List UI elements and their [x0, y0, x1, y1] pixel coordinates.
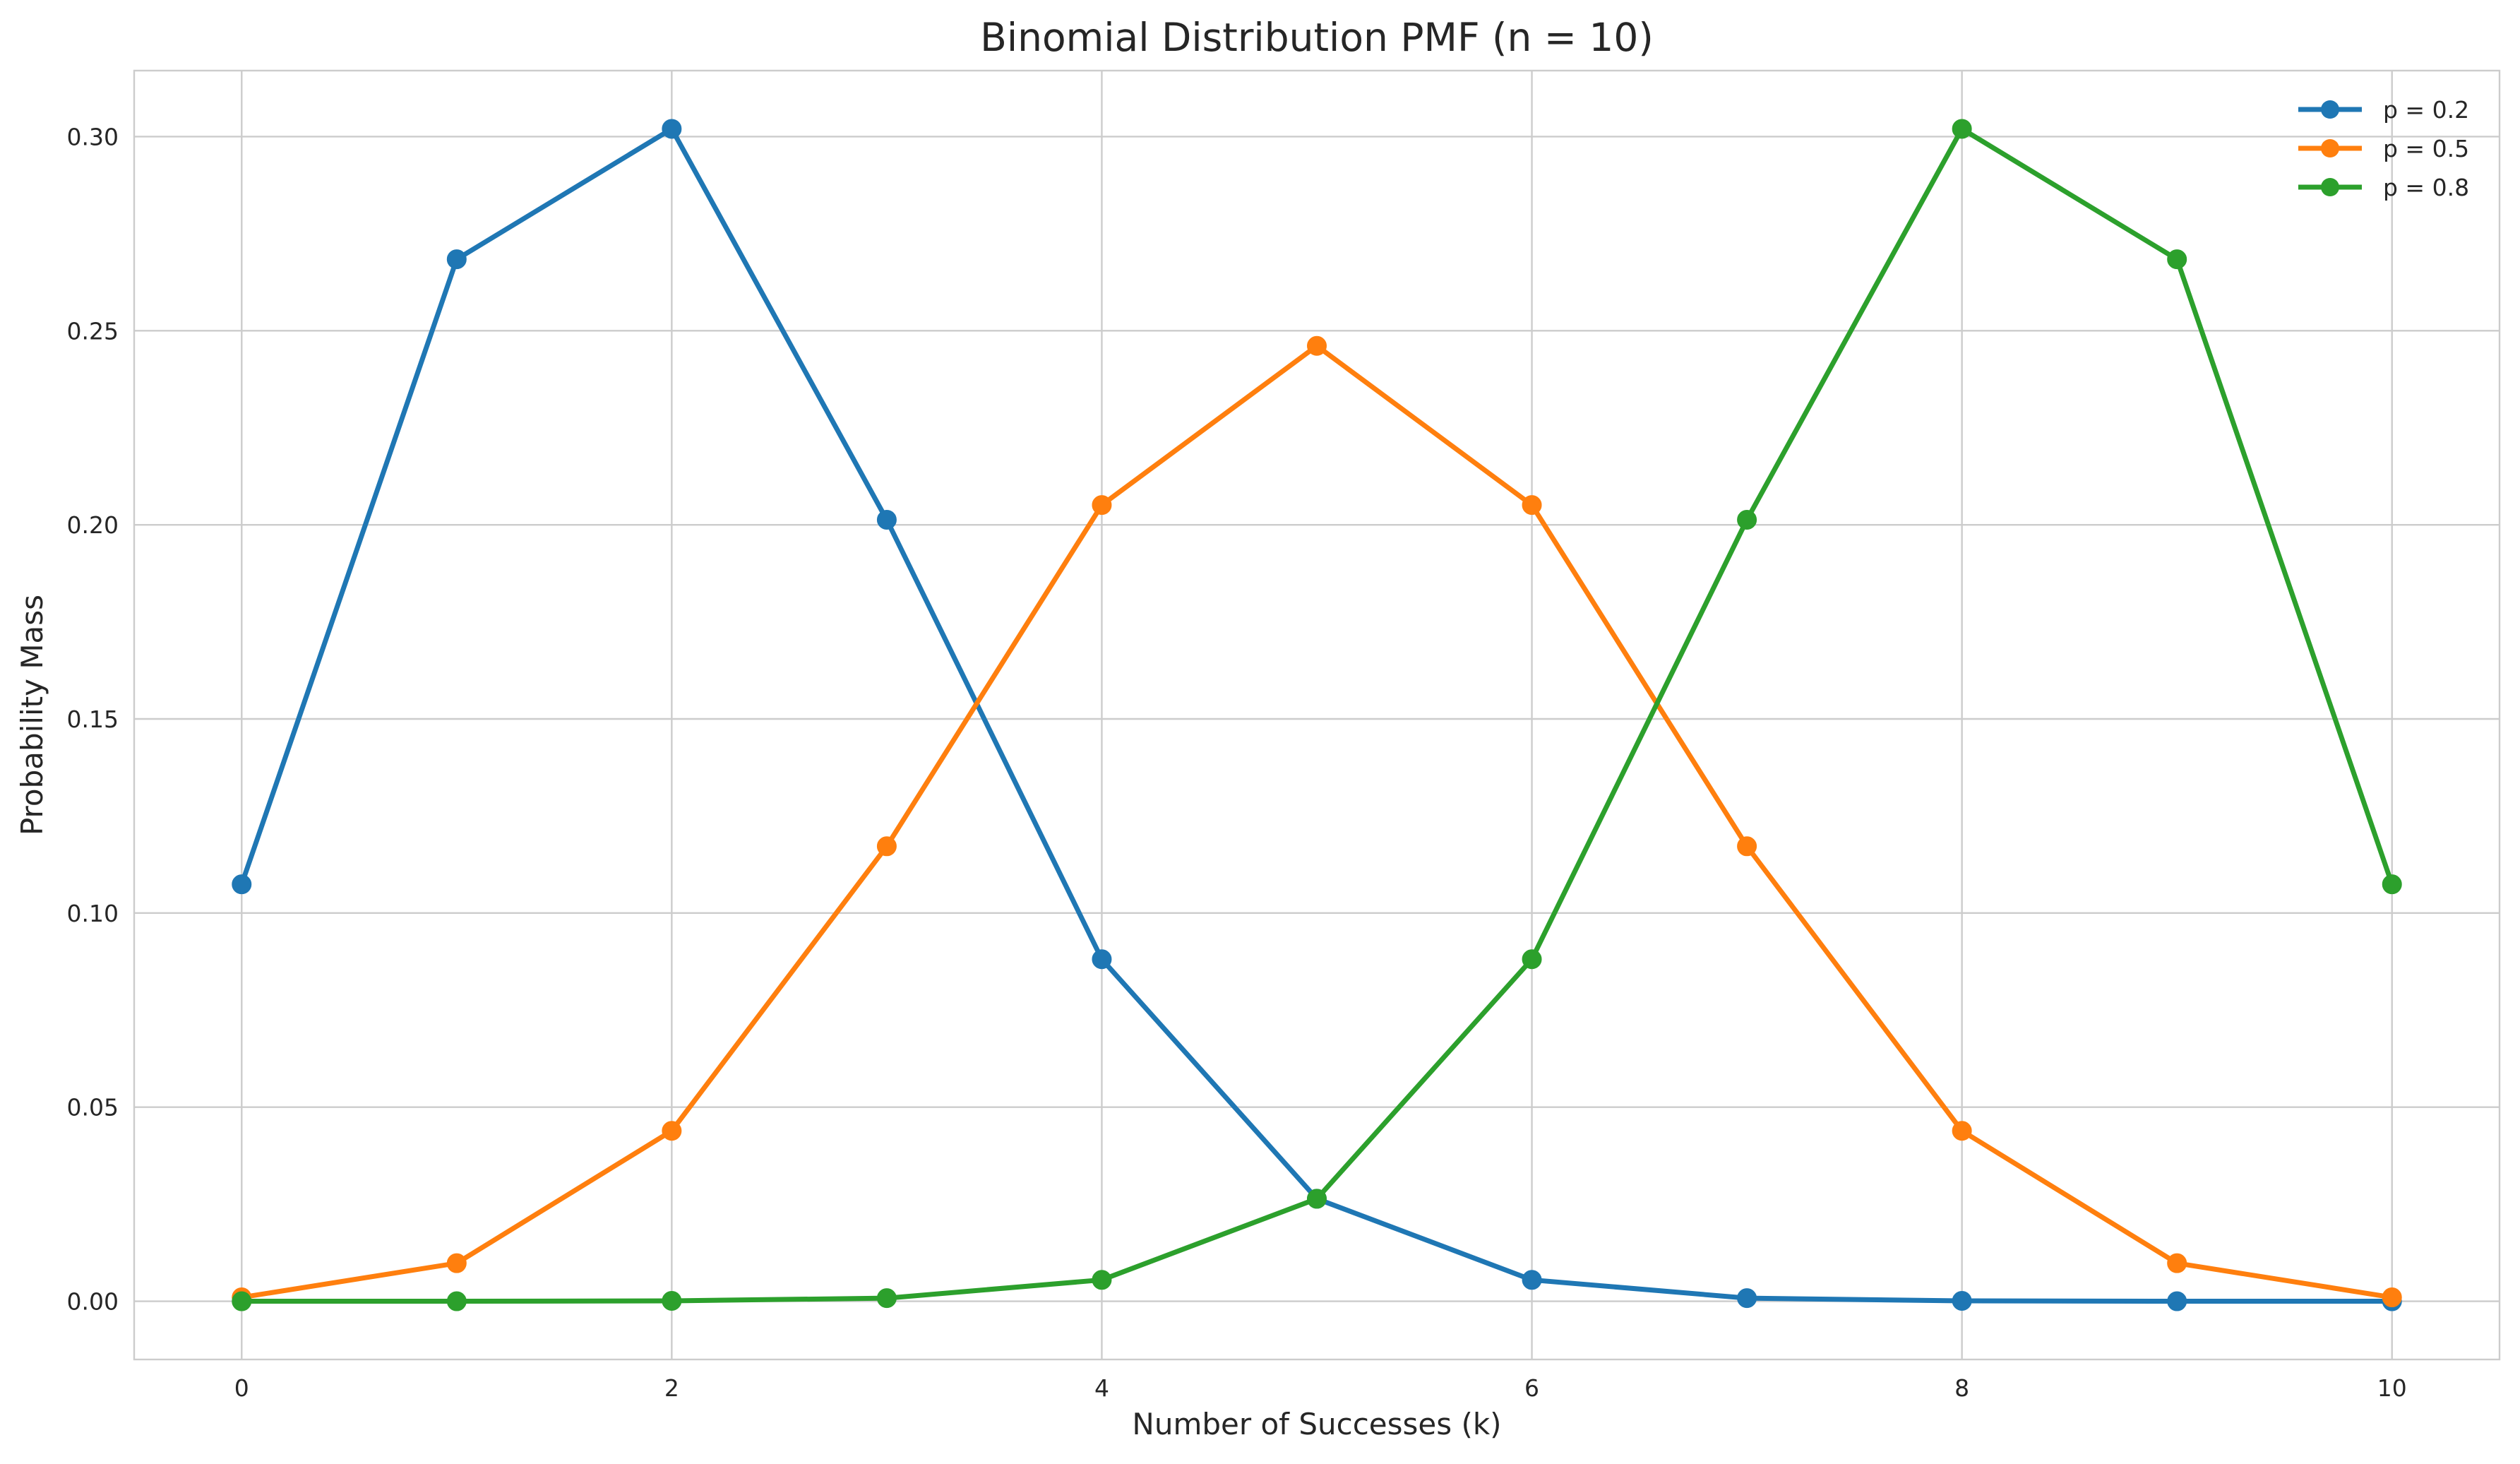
data-point [876, 836, 897, 857]
x-tick-label: 8 [1954, 1374, 1969, 1402]
data-point [232, 1291, 252, 1311]
data-point [2167, 249, 2187, 270]
data-point [1092, 949, 1112, 970]
data-point [2382, 874, 2402, 895]
chart-title: Binomial Distribution PMF (n = 10) [980, 15, 1654, 60]
x-tick-labels: 0 2 4 6 8 10 [234, 1374, 2407, 1402]
legend-marker [2321, 178, 2339, 196]
y-tick-label: 0.25 [67, 317, 119, 345]
y-tick-label: 0.30 [67, 123, 119, 150]
data-point [1952, 1121, 1972, 1141]
data-point [1522, 495, 1542, 516]
legend-entry: p = 0.5 [2298, 135, 2469, 162]
data-point [1092, 1270, 1112, 1290]
legend-label: p = 0.8 [2383, 174, 2469, 201]
x-tick-label: 0 [234, 1374, 249, 1402]
y-tick-labels: 0.00 0.05 0.10 0.15 0.20 0.25 0.30 [67, 123, 119, 1315]
data-point [446, 249, 467, 270]
data-point [1737, 836, 1757, 857]
data-point [1952, 119, 1972, 139]
plot-area-frame [133, 69, 2501, 1361]
data-point [446, 1253, 467, 1273]
x-tick-label: 2 [664, 1374, 679, 1402]
data-point [1737, 1288, 1757, 1309]
data-point [232, 874, 252, 895]
y-tick-label: 0.00 [67, 1288, 119, 1316]
data-point [1307, 1189, 1327, 1209]
data-point [1522, 949, 1542, 970]
data-point [446, 1291, 467, 1311]
data-point [662, 1290, 682, 1311]
legend-marker [2321, 100, 2339, 119]
data-point [1307, 335, 1327, 356]
data-point [876, 510, 897, 530]
y-tick-label: 0.10 [67, 900, 119, 927]
legend-entry: p = 0.2 [2298, 96, 2469, 124]
legend-label: p = 0.2 [2383, 96, 2469, 124]
data-point [662, 119, 682, 139]
y-tick-label: 0.05 [67, 1094, 119, 1121]
x-tick-label: 6 [1524, 1374, 1539, 1402]
y-axis-label: Probability Mass [15, 595, 49, 835]
data-point [2382, 1287, 2402, 1308]
series-lines [232, 119, 2402, 1311]
legend-entry: p = 0.8 [2298, 174, 2469, 201]
series-p-0-8 [232, 119, 2402, 1311]
data-point [662, 1121, 682, 1141]
legend-marker [2321, 139, 2339, 157]
data-point [2167, 1291, 2187, 1311]
x-tick-label: 10 [2377, 1374, 2407, 1402]
data-point [1522, 1270, 1542, 1290]
data-point [1952, 1290, 1972, 1311]
data-point [1737, 510, 1757, 530]
x-tick-label: 4 [1094, 1374, 1109, 1402]
legend: p = 0.2 p = 0.5 p = 0.8 [2298, 96, 2469, 201]
data-point [1092, 495, 1112, 516]
data-point [2167, 1253, 2187, 1273]
data-point [876, 1288, 897, 1309]
series-p-0-5 [232, 335, 2402, 1308]
y-tick-label: 0.15 [67, 706, 119, 733]
legend-label: p = 0.5 [2383, 135, 2469, 162]
y-tick-label: 0.20 [67, 511, 119, 539]
x-axis-label: Number of Successes (k) [1132, 1407, 1501, 1441]
